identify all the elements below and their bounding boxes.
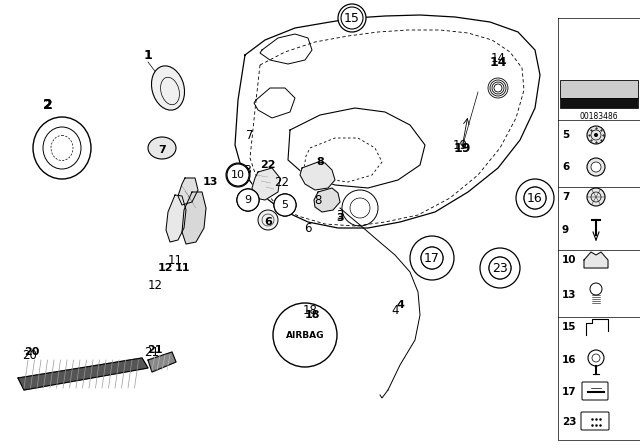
Text: 14: 14 xyxy=(490,52,506,65)
Text: 10: 10 xyxy=(231,170,245,180)
Circle shape xyxy=(227,164,249,186)
Text: 23: 23 xyxy=(492,262,508,275)
Text: 3: 3 xyxy=(336,208,344,221)
Text: 15: 15 xyxy=(345,13,359,23)
Text: 10: 10 xyxy=(231,170,245,180)
Text: 5: 5 xyxy=(282,200,289,210)
Text: 5: 5 xyxy=(282,200,289,210)
Text: 9: 9 xyxy=(244,195,252,205)
Circle shape xyxy=(587,126,605,144)
Circle shape xyxy=(594,133,598,137)
Text: 23: 23 xyxy=(493,263,507,273)
Text: 2: 2 xyxy=(43,98,53,112)
Ellipse shape xyxy=(148,137,176,159)
Polygon shape xyxy=(18,358,148,390)
Text: 20: 20 xyxy=(22,349,37,362)
Text: 23: 23 xyxy=(562,417,577,427)
Text: 17: 17 xyxy=(424,251,440,264)
Text: 16: 16 xyxy=(528,193,542,203)
Text: 12: 12 xyxy=(147,279,163,292)
Polygon shape xyxy=(166,195,186,242)
Polygon shape xyxy=(252,168,280,200)
Circle shape xyxy=(524,187,546,209)
Bar xyxy=(560,80,638,98)
Text: 4: 4 xyxy=(396,300,404,310)
Text: 6: 6 xyxy=(562,162,569,172)
Text: 21: 21 xyxy=(145,345,159,358)
Text: 3: 3 xyxy=(336,213,344,223)
Circle shape xyxy=(410,236,454,280)
Circle shape xyxy=(591,162,601,172)
Circle shape xyxy=(489,257,511,279)
Text: 21: 21 xyxy=(147,345,163,355)
Text: 7: 7 xyxy=(246,129,253,142)
Text: 11: 11 xyxy=(174,263,189,273)
Text: 10: 10 xyxy=(562,255,577,265)
Circle shape xyxy=(489,257,511,279)
Text: 1: 1 xyxy=(144,48,152,61)
Text: 13: 13 xyxy=(237,164,252,177)
Circle shape xyxy=(338,4,366,32)
Text: 7: 7 xyxy=(158,145,166,155)
Circle shape xyxy=(524,187,546,209)
Text: 7: 7 xyxy=(562,192,570,202)
Polygon shape xyxy=(584,252,608,268)
Circle shape xyxy=(341,7,363,29)
Text: 12: 12 xyxy=(157,263,173,273)
Circle shape xyxy=(274,194,296,216)
Text: 15: 15 xyxy=(344,12,360,25)
Text: 17: 17 xyxy=(562,387,577,397)
Text: 20: 20 xyxy=(24,347,40,357)
Circle shape xyxy=(237,189,259,211)
Text: 9: 9 xyxy=(244,195,252,205)
Text: 22: 22 xyxy=(260,160,276,170)
Text: 1: 1 xyxy=(143,48,152,61)
Text: 13: 13 xyxy=(202,177,218,187)
Text: 19: 19 xyxy=(453,142,470,155)
Bar xyxy=(560,98,638,108)
Text: 22: 22 xyxy=(275,176,289,189)
Text: 8: 8 xyxy=(314,194,322,207)
Circle shape xyxy=(237,189,259,211)
Polygon shape xyxy=(300,162,335,190)
Circle shape xyxy=(421,247,443,269)
Text: 14: 14 xyxy=(489,56,507,69)
Text: 16: 16 xyxy=(562,355,577,365)
Text: 9: 9 xyxy=(562,225,569,235)
Text: 11: 11 xyxy=(168,254,182,267)
Circle shape xyxy=(273,303,337,367)
Text: 5: 5 xyxy=(562,130,569,140)
Circle shape xyxy=(274,194,296,216)
Text: 18: 18 xyxy=(303,303,317,316)
Text: 19: 19 xyxy=(452,138,467,151)
Circle shape xyxy=(274,194,296,216)
Polygon shape xyxy=(148,352,176,372)
Text: 8: 8 xyxy=(316,157,324,167)
Circle shape xyxy=(258,210,278,230)
Text: 4: 4 xyxy=(391,303,399,316)
Text: 6: 6 xyxy=(304,221,312,234)
Text: 00183486: 00183486 xyxy=(580,112,618,121)
Ellipse shape xyxy=(152,66,184,110)
Circle shape xyxy=(421,247,443,269)
Polygon shape xyxy=(178,178,198,205)
Text: 15: 15 xyxy=(562,322,577,332)
Circle shape xyxy=(227,164,249,186)
Polygon shape xyxy=(182,192,206,244)
Circle shape xyxy=(480,248,520,288)
Text: AIRBAG: AIRBAG xyxy=(285,331,324,340)
Text: 6: 6 xyxy=(264,217,272,227)
Text: 2: 2 xyxy=(43,98,53,112)
Circle shape xyxy=(587,188,605,206)
Text: 2: 2 xyxy=(44,99,52,112)
Text: 17: 17 xyxy=(425,253,439,263)
Polygon shape xyxy=(314,188,340,212)
Text: 18: 18 xyxy=(304,310,320,320)
Circle shape xyxy=(587,158,605,176)
Text: 13: 13 xyxy=(562,290,577,300)
Circle shape xyxy=(237,189,259,211)
Circle shape xyxy=(516,179,554,217)
Text: 16: 16 xyxy=(527,191,543,204)
Circle shape xyxy=(226,163,250,187)
